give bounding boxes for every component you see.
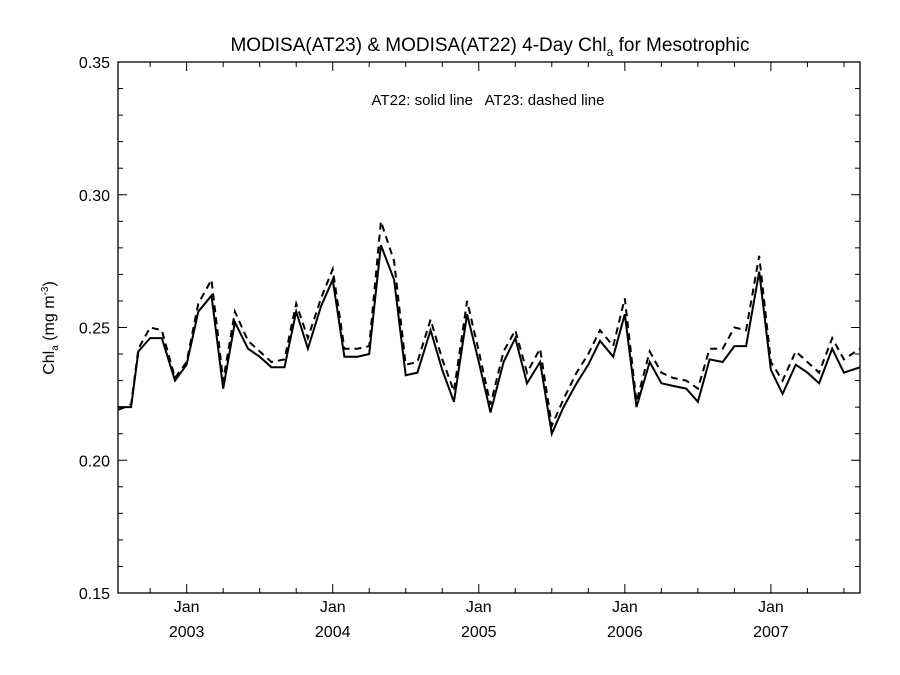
- chart-title-main: MODISA(AT23) & MODISA(AT22) 4-Day Chl: [230, 35, 606, 56]
- y-axis-label: Chla (mg m-3): [40, 281, 61, 375]
- chart-title: MODISA(AT23) & MODISA(AT22) 4-Day Chla f…: [230, 35, 749, 59]
- x-tick-label-year: 2003: [169, 624, 205, 641]
- series-line-at22: [117, 244, 861, 438]
- chart-title-rest: for Mesotrophic: [613, 35, 749, 56]
- chart-title-subscript: a: [607, 45, 614, 59]
- y-tick-label: 0.20: [79, 453, 110, 470]
- y-axis-label-superscript: -3: [40, 286, 51, 295]
- x-tick-label-year: 2004: [315, 624, 351, 641]
- series-line-at23: [118, 220, 861, 430]
- x-tick-label-month: Jan: [758, 599, 784, 616]
- plot-frame: [117, 61, 861, 594]
- y-axis-label-main: Chl: [41, 351, 58, 375]
- y-axis-label-subscript: a: [50, 345, 61, 351]
- tick-labels: 0.15 0.20 0.25 0.30 0.35 Jan 2003 Jan 2004 Jan 200…: [79, 55, 789, 641]
- y-tick-label: 0.25: [79, 321, 110, 338]
- line-style-annotation: AT22: solid line AT23: dashed line: [372, 92, 605, 109]
- axis-ticks: [118, 61, 860, 594]
- y-axis-label-units: (mg m: [41, 295, 58, 345]
- x-tick-label-year: 2006: [607, 624, 643, 641]
- x-tick-label-month: Jan: [174, 599, 200, 616]
- y-tick-label: 0.15: [79, 586, 110, 603]
- x-tick-label-month: Jan: [466, 599, 492, 616]
- x-tick-label-month: Jan: [320, 599, 346, 616]
- x-tick-label-year: 2007: [753, 624, 789, 641]
- y-axis-label-end: ): [41, 281, 58, 286]
- y-tick-label: 0.35: [79, 55, 110, 72]
- x-tick-label-year: 2005: [461, 624, 497, 641]
- y-tick-label: 0.30: [79, 188, 110, 205]
- series-layer: [117, 220, 861, 438]
- x-tick-label-month: Jan: [612, 599, 638, 616]
